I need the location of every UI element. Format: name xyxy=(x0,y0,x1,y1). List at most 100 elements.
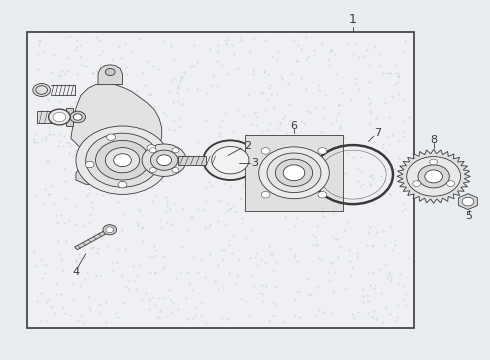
Point xyxy=(251,109,259,114)
Point xyxy=(97,272,104,278)
Point xyxy=(398,208,406,214)
Point xyxy=(233,208,241,214)
Point xyxy=(253,114,261,120)
Point xyxy=(189,315,197,320)
Point xyxy=(38,275,46,281)
Point xyxy=(271,312,279,318)
Text: 3: 3 xyxy=(251,158,258,168)
Point xyxy=(224,37,232,42)
Point xyxy=(367,282,374,288)
Point xyxy=(85,190,93,196)
Point xyxy=(41,84,49,90)
Point xyxy=(290,254,297,260)
Point xyxy=(400,118,408,123)
Point xyxy=(233,273,241,279)
Point xyxy=(60,134,68,139)
Point xyxy=(161,264,169,269)
Circle shape xyxy=(149,168,156,173)
Point xyxy=(304,54,312,60)
Bar xyxy=(178,156,206,165)
Point xyxy=(138,225,146,230)
Point xyxy=(178,102,186,107)
Point xyxy=(139,238,147,244)
Point xyxy=(269,252,276,258)
Point xyxy=(162,113,170,118)
Point xyxy=(90,166,98,172)
Point xyxy=(164,174,171,179)
Point xyxy=(253,262,261,268)
Point xyxy=(72,47,80,53)
Point xyxy=(245,313,253,319)
Circle shape xyxy=(33,84,50,96)
Point xyxy=(307,109,315,114)
Point xyxy=(93,164,100,170)
Circle shape xyxy=(106,227,114,233)
Point xyxy=(202,184,210,190)
Point xyxy=(220,256,227,261)
Point xyxy=(209,72,217,78)
Point xyxy=(125,287,133,292)
Point xyxy=(40,261,48,267)
Point xyxy=(89,70,97,76)
Point xyxy=(55,139,63,144)
Point xyxy=(306,162,314,168)
Point xyxy=(61,311,69,316)
Point xyxy=(354,177,362,183)
Circle shape xyxy=(86,133,159,187)
Circle shape xyxy=(149,148,156,153)
Point xyxy=(245,255,253,261)
Point xyxy=(367,108,374,114)
Point xyxy=(392,71,399,76)
Point xyxy=(355,86,363,91)
Point xyxy=(152,247,160,252)
Point xyxy=(231,281,239,287)
Point xyxy=(93,158,101,163)
Point xyxy=(44,96,52,102)
Point xyxy=(108,56,116,62)
Point xyxy=(150,253,158,258)
Point xyxy=(335,145,343,151)
Point xyxy=(146,253,153,259)
Point xyxy=(114,199,122,204)
Point xyxy=(118,55,125,60)
Point xyxy=(89,204,97,210)
Point xyxy=(394,155,402,161)
Point xyxy=(221,180,229,186)
Point xyxy=(155,295,163,301)
Point xyxy=(101,299,109,305)
Point xyxy=(71,99,78,105)
Point xyxy=(329,259,337,265)
Point xyxy=(158,178,166,184)
Point xyxy=(72,257,79,263)
FancyBboxPatch shape xyxy=(245,135,343,211)
Point xyxy=(332,191,340,197)
Point xyxy=(194,86,201,92)
Point xyxy=(97,71,104,76)
Point xyxy=(333,201,341,206)
Point xyxy=(394,70,402,76)
Point xyxy=(326,49,334,55)
Point xyxy=(66,312,74,318)
Point xyxy=(87,199,95,205)
Point xyxy=(267,132,275,138)
Point xyxy=(355,309,363,315)
Point xyxy=(70,152,77,158)
Point xyxy=(394,80,402,85)
Point xyxy=(364,298,372,304)
Point xyxy=(64,139,72,145)
Point xyxy=(265,318,272,324)
Point xyxy=(115,314,122,320)
Point xyxy=(226,206,234,212)
Circle shape xyxy=(147,145,156,151)
Point xyxy=(348,264,356,269)
Point xyxy=(293,215,300,221)
Point xyxy=(316,129,323,135)
Point xyxy=(59,305,67,310)
Point xyxy=(194,139,202,145)
Point xyxy=(358,168,366,174)
Point xyxy=(167,41,174,47)
Point xyxy=(395,138,403,144)
Point xyxy=(45,131,53,137)
Point xyxy=(369,242,377,248)
Point xyxy=(291,205,298,211)
